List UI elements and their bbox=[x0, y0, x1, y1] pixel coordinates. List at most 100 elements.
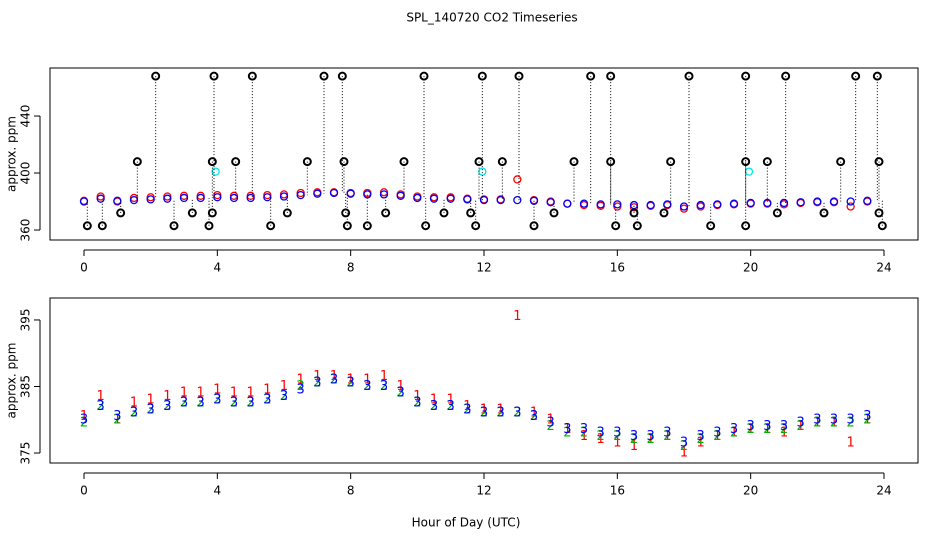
point-marker: 1 bbox=[97, 389, 105, 404]
y-axis-label: approx. ppm bbox=[5, 343, 19, 419]
x-tick-label: 8 bbox=[347, 261, 355, 275]
y-tick-label: 385 bbox=[19, 375, 33, 398]
point bbox=[684, 71, 694, 81]
point bbox=[819, 208, 829, 218]
y-axis-label: approx. ppm bbox=[5, 116, 19, 192]
point bbox=[313, 189, 322, 198]
point-marker: 3 bbox=[380, 379, 388, 394]
point-marker: 2 bbox=[780, 422, 788, 437]
point-marker: 1 bbox=[213, 382, 221, 397]
point-marker: 1 bbox=[447, 392, 455, 407]
point-marker: 3 bbox=[530, 409, 538, 424]
point-marker: 3 bbox=[280, 389, 288, 404]
point-marker: 3 bbox=[747, 419, 755, 434]
point-marker: 2 bbox=[847, 416, 855, 431]
point-marker: 2 bbox=[430, 399, 438, 414]
point bbox=[646, 200, 655, 210]
point bbox=[846, 197, 855, 206]
point-marker: 3 bbox=[480, 406, 488, 421]
point-marker: 2 bbox=[713, 429, 721, 444]
point-marker: 3 bbox=[213, 392, 221, 407]
point-marker: 3 bbox=[813, 412, 821, 427]
point bbox=[246, 193, 255, 203]
point-marker: 1 bbox=[847, 436, 855, 451]
point-marker: 2 bbox=[497, 406, 505, 421]
point-marker: 2 bbox=[747, 422, 755, 437]
point-marker: 1 bbox=[230, 386, 238, 401]
point-marker: 3 bbox=[80, 412, 88, 427]
point-marker: 2 bbox=[680, 439, 688, 454]
point-marker: 3 bbox=[780, 419, 788, 434]
point bbox=[851, 71, 861, 81]
point-marker: 3 bbox=[297, 382, 305, 397]
point-marker: 2 bbox=[213, 392, 221, 407]
point-marker: 2 bbox=[347, 376, 355, 391]
point bbox=[179, 193, 189, 203]
point-marker: 2 bbox=[230, 396, 238, 411]
point-marker: 1 bbox=[797, 419, 805, 434]
point bbox=[836, 157, 846, 167]
point bbox=[877, 221, 887, 231]
point bbox=[97, 221, 107, 231]
point-marker: 1 bbox=[547, 412, 555, 427]
point bbox=[116, 208, 126, 218]
point-marker: 2 bbox=[663, 429, 671, 444]
x-tick-label: 12 bbox=[476, 484, 491, 498]
point bbox=[666, 157, 676, 167]
point bbox=[229, 193, 239, 203]
point-marker: 1 bbox=[197, 386, 205, 401]
point-marker: 3 bbox=[97, 399, 105, 414]
point-marker: 1 bbox=[297, 372, 305, 387]
point bbox=[696, 200, 705, 210]
point bbox=[419, 71, 429, 81]
point-marker: 2 bbox=[480, 406, 488, 421]
point-marker: 2 bbox=[330, 372, 338, 387]
point-marker: 2 bbox=[797, 419, 805, 434]
point-marker: 2 bbox=[313, 376, 321, 391]
point-marker: 1 bbox=[647, 432, 655, 447]
point bbox=[263, 193, 272, 202]
point-marker: 1 bbox=[397, 379, 405, 394]
point bbox=[296, 190, 305, 200]
point-marker: 2 bbox=[97, 399, 105, 414]
point-marker: 1 bbox=[380, 369, 388, 384]
point-marker: 3 bbox=[730, 422, 738, 437]
point-marker: 2 bbox=[80, 416, 88, 431]
point bbox=[362, 221, 372, 231]
plot-frame bbox=[49, 67, 919, 241]
point-marker: 1 bbox=[413, 389, 421, 404]
point bbox=[339, 157, 349, 167]
y-tick-label: 360 bbox=[19, 219, 33, 242]
point-marker: 2 bbox=[397, 386, 405, 401]
point-marker: 1 bbox=[480, 402, 488, 417]
y-tick-label: 395 bbox=[19, 309, 33, 332]
point bbox=[399, 157, 409, 167]
point bbox=[132, 157, 142, 167]
point bbox=[579, 199, 589, 208]
point bbox=[497, 157, 507, 167]
point-marker: 1 bbox=[780, 426, 788, 441]
point-marker: 1 bbox=[330, 369, 338, 384]
point-marker: 1 bbox=[163, 389, 171, 404]
point-marker: 2 bbox=[763, 422, 771, 437]
point bbox=[563, 199, 572, 208]
point-marker: 2 bbox=[513, 406, 521, 421]
point bbox=[329, 188, 339, 198]
point bbox=[151, 71, 161, 81]
point-marker: 2 bbox=[263, 392, 271, 407]
point bbox=[302, 157, 312, 167]
point-marker: 1 bbox=[147, 392, 155, 407]
point bbox=[247, 71, 257, 81]
point-marker: 1 bbox=[497, 402, 505, 417]
point bbox=[169, 221, 179, 231]
point-marker: 2 bbox=[113, 412, 121, 427]
point bbox=[846, 202, 855, 211]
point bbox=[659, 208, 669, 218]
point bbox=[606, 71, 616, 81]
point bbox=[163, 194, 172, 203]
point bbox=[207, 157, 217, 167]
x-tick-label: 4 bbox=[214, 261, 222, 275]
point bbox=[413, 193, 422, 203]
chart-title: SPL_140720 CO2 Timeseries bbox=[406, 11, 577, 25]
point bbox=[513, 195, 522, 205]
